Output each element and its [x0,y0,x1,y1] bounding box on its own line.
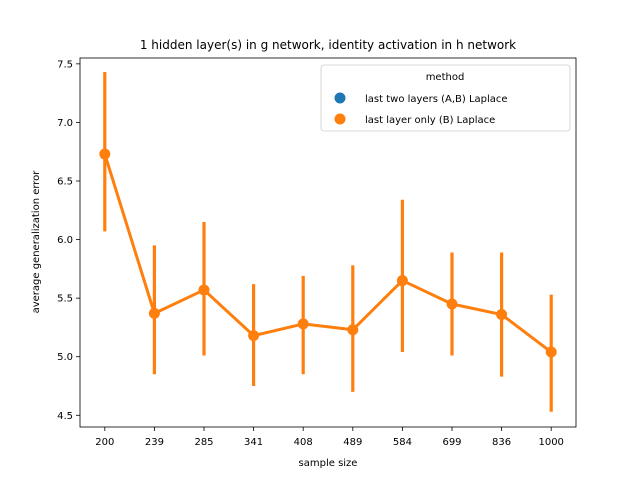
axes-frame [79,57,577,428]
legend-label-last-layer-only: last layer only (B) Laplace [365,115,495,126]
y-tick-label: 6.5 [57,177,73,188]
x-tick-label: 239 [145,437,164,448]
data-point [99,148,111,160]
y-tick-label: 6.0 [57,235,73,246]
plot-area [99,72,557,412]
x-axis-label: sample size [299,458,358,469]
x-tick-label: 285 [194,437,213,448]
data-point [496,309,508,321]
x-tick-label: 408 [294,437,313,448]
x-tick-label: 200 [95,437,114,448]
data-point [545,346,557,358]
legend-box [320,64,571,132]
x-tick-label: 836 [492,437,511,448]
data-point [148,307,160,319]
data-point [198,284,210,296]
y-tick-label: 7.0 [57,118,73,129]
x-tick-label: 699 [442,437,461,448]
series-line [103,153,553,354]
y-tick-label: 5.0 [57,352,73,363]
y-tick-label: 5.5 [57,294,73,305]
data-point [347,324,359,336]
legend-marker-last-layer-only [334,113,346,125]
y-axis: 4.5 5.0 5.5 6.0 6.5 7.0 7.5 [57,59,80,422]
legend-marker-last-two-layers [334,92,346,104]
data-point [248,330,260,342]
chart-title: 1 hidden layer(s) in g network, identity… [140,38,516,52]
y-axis-label: average generalization error [31,170,42,314]
legend-title: method [426,72,465,83]
legend-label-last-two-layers: last two layers (A,B) Laplace [365,94,508,105]
data-point [446,298,458,310]
x-tick-label: 341 [244,437,263,448]
x-axis: 200 239 285 341 408 489 584 699 836 1000 [95,427,564,448]
y-tick-label: 7.5 [57,59,73,70]
legend: method last two layers (A,B) Laplace las… [320,64,571,132]
data-point [297,318,309,330]
x-tick-label: 489 [343,437,362,448]
x-tick-label: 1000 [538,437,563,448]
y-tick-label: 4.5 [57,411,73,422]
data-point [396,275,408,287]
x-tick-label: 584 [393,437,412,448]
